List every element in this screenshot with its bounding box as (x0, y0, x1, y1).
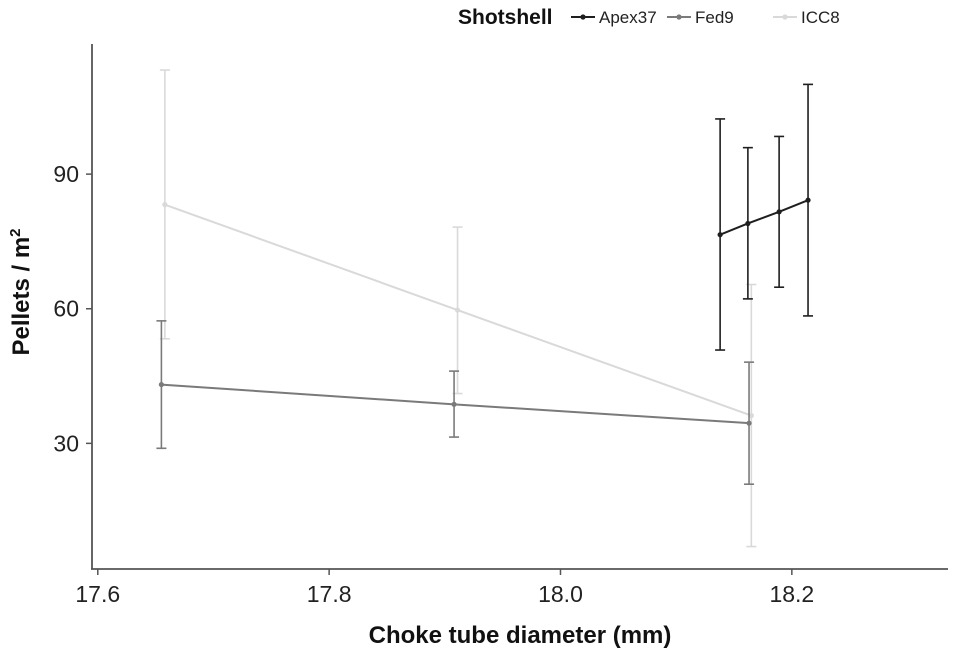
x-tick-label: 18.0 (538, 581, 583, 607)
series-layer (156, 69, 814, 548)
data-point (451, 401, 457, 407)
y-tick-label: 30 (53, 430, 79, 456)
data-point (717, 232, 723, 238)
data-point (454, 307, 461, 313)
legend-entry-fed9: Fed9 (667, 8, 734, 27)
legend-key-point (580, 14, 586, 20)
series-icc8 (159, 69, 757, 548)
y-axis-title-superscript: 2 (7, 228, 24, 236)
y-axis-title-main: Pellets / m (8, 237, 35, 356)
x-axis-title: Choke tube diameter (mm) (369, 622, 672, 649)
data-point (746, 420, 752, 426)
data-point (805, 197, 811, 203)
series-line (719, 199, 809, 236)
legend-entry-apex37: Apex37 (571, 8, 657, 27)
legend: Shotshell Apex37 Fed9 ICC8 (458, 6, 840, 29)
x-tick-label: 18.2 (769, 581, 814, 607)
data-point (162, 202, 168, 208)
x-ticks: 17.6 17.8 18.0 18.2 (75, 569, 814, 607)
y-tick-label: 60 (53, 296, 79, 322)
legend-label: Fed9 (695, 8, 734, 27)
legend-key-point (782, 14, 788, 20)
series-fed9 (156, 320, 755, 485)
series-apex37 (715, 83, 814, 351)
data-point (158, 381, 165, 388)
y-tick-label: 90 (53, 161, 79, 187)
legend-label: Apex37 (599, 8, 657, 27)
legend-title: Shotshell (458, 6, 553, 29)
y-ticks: 30 60 90 (53, 161, 92, 456)
legend-key-point (676, 14, 682, 20)
x-tick-label: 17.8 (307, 581, 352, 607)
legend-entries: Apex37 Fed9 ICC8 (571, 8, 840, 27)
data-point (745, 220, 751, 227)
legend-label: ICC8 (801, 8, 840, 27)
legend-entry-icc8: ICC8 (773, 8, 840, 27)
x-tick-label: 17.6 (75, 581, 120, 607)
y-axis-title: Pellets / m2 (7, 228, 35, 355)
data-point (748, 412, 754, 419)
data-point (776, 209, 782, 215)
